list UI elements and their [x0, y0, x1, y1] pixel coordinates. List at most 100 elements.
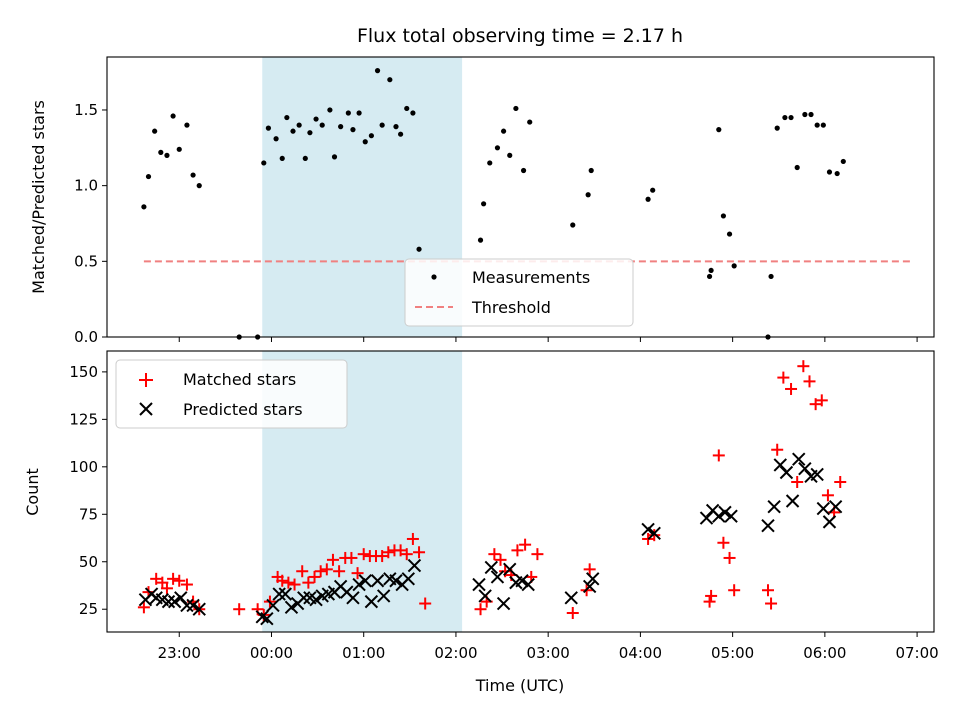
matched-star-point	[160, 582, 173, 595]
measurement-point	[834, 170, 840, 177]
measurement-point	[141, 204, 147, 210]
matched-star-point	[302, 576, 315, 589]
measurement-point	[393, 124, 399, 130]
measurement-point	[296, 122, 302, 128]
bottom-axes-frame	[106, 350, 935, 633]
legend: Matched stars Predicted stars	[115, 359, 348, 429]
x-axis-ticks: 23:00 00:00 01:00 02:00 03:00 04:00 05:00 06:00…	[158, 632, 939, 662]
matched-star-point	[167, 572, 180, 585]
matched-star-point	[326, 553, 339, 566]
predicted-star-point	[484, 560, 499, 575]
y-tick-label: 1.5	[74, 101, 98, 119]
y-axis-label: Count	[23, 468, 42, 516]
matched-star-point	[815, 394, 828, 407]
matched-star-point	[413, 546, 426, 559]
measurement-point	[374, 68, 381, 74]
measurement-point	[794, 164, 800, 171]
y-tick-label: 75	[79, 505, 98, 523]
measurement-point	[706, 273, 713, 280]
measurement-point	[513, 105, 519, 112]
x-axis-label: Time (UTC)	[475, 676, 564, 695]
measurement-point	[184, 122, 190, 128]
legend-matched-label: Matched stars	[183, 370, 296, 389]
predicted-star-point	[278, 587, 293, 601]
measurement-point	[768, 273, 774, 280]
measurement-point	[368, 133, 374, 139]
predicted-star-point	[352, 577, 366, 592]
predicted-star-point	[503, 562, 517, 577]
measurement-point	[290, 128, 296, 134]
y-tick-label: 0.5	[74, 252, 98, 270]
matched-star-point	[150, 572, 163, 585]
measurement-point	[176, 146, 182, 152]
matched-star-point	[728, 584, 741, 597]
measurement-point	[152, 128, 158, 134]
measurement-point	[814, 122, 820, 128]
predicted-star-point	[266, 598, 280, 613]
measurement-point	[726, 231, 733, 237]
legend: Measurements Threshold	[404, 258, 634, 327]
matched-star-point	[357, 548, 370, 561]
measurement-point	[273, 136, 279, 142]
predicted-star-point	[773, 458, 787, 472]
measurement-point	[345, 110, 351, 116]
legend-threshold-label: Threshold	[471, 298, 551, 317]
predicted-star-point	[346, 591, 360, 605]
matched-star-point	[717, 536, 730, 549]
matched-star-point	[821, 489, 834, 502]
matched-star-point	[791, 476, 804, 489]
bottom-panel: 25 50 75 100 125 150 23:00 00:00 01:00 02:00 03:0…	[23, 350, 939, 695]
predicted-star-point	[521, 577, 535, 592]
matched-star-point	[519, 538, 532, 551]
measurement-point	[645, 196, 651, 202]
measurement-point	[720, 213, 727, 219]
measurement-point	[826, 169, 833, 175]
x-tick-label: 01:00	[342, 644, 385, 662]
predicted-star-point	[389, 574, 403, 588]
measurement-point	[481, 201, 487, 207]
predicted-star-point	[490, 570, 505, 584]
x-tick-label: 06:00	[803, 644, 846, 662]
measurement-point	[588, 167, 594, 174]
matched-star-point	[511, 544, 524, 557]
measurement-point	[284, 114, 290, 121]
matched-star-point	[173, 574, 186, 587]
measurement-point	[265, 125, 272, 131]
matched-star-point	[320, 563, 333, 576]
legend-box	[115, 359, 348, 429]
y-tick-label: 25	[79, 600, 98, 618]
predicted-star-point	[798, 462, 812, 476]
predicted-star-point	[767, 499, 781, 514]
measurement-point	[416, 246, 422, 252]
matched-star-point	[531, 548, 544, 561]
measurement-point	[782, 114, 788, 121]
x-tick-label: 03:00	[527, 644, 570, 662]
predicted-star-point	[284, 600, 299, 615]
measurement-point	[820, 122, 826, 128]
x-tick-label: 02:00	[434, 644, 477, 662]
predicted-star-point	[647, 526, 661, 540]
chart-title: Flux total observing time = 2.17 h	[357, 25, 683, 47]
measurement-point	[487, 160, 493, 166]
predicted-star-point	[260, 612, 274, 626]
matched-star-point	[566, 607, 579, 620]
measurement-point	[716, 127, 722, 133]
predicted-star-point	[272, 587, 286, 601]
measurement-point	[170, 113, 176, 119]
measurement-point	[788, 114, 794, 121]
predicted-star-point	[822, 515, 837, 529]
measurement-point	[261, 160, 267, 166]
measurement-point	[494, 145, 501, 151]
matched-star-point	[282, 576, 295, 589]
matched-star-point	[583, 563, 596, 576]
measurement-point	[319, 122, 325, 128]
measurement-point	[774, 125, 780, 131]
predicted-star-point	[699, 511, 714, 525]
measurement-point	[145, 173, 152, 180]
matched-star-point	[288, 578, 301, 591]
measurement-points	[141, 68, 846, 340]
measurement-point	[404, 105, 410, 112]
y-axis-label: Matched/Predicted stars	[29, 100, 48, 294]
y-tick-label: 0.0	[74, 328, 98, 346]
measurement-point	[379, 122, 385, 128]
